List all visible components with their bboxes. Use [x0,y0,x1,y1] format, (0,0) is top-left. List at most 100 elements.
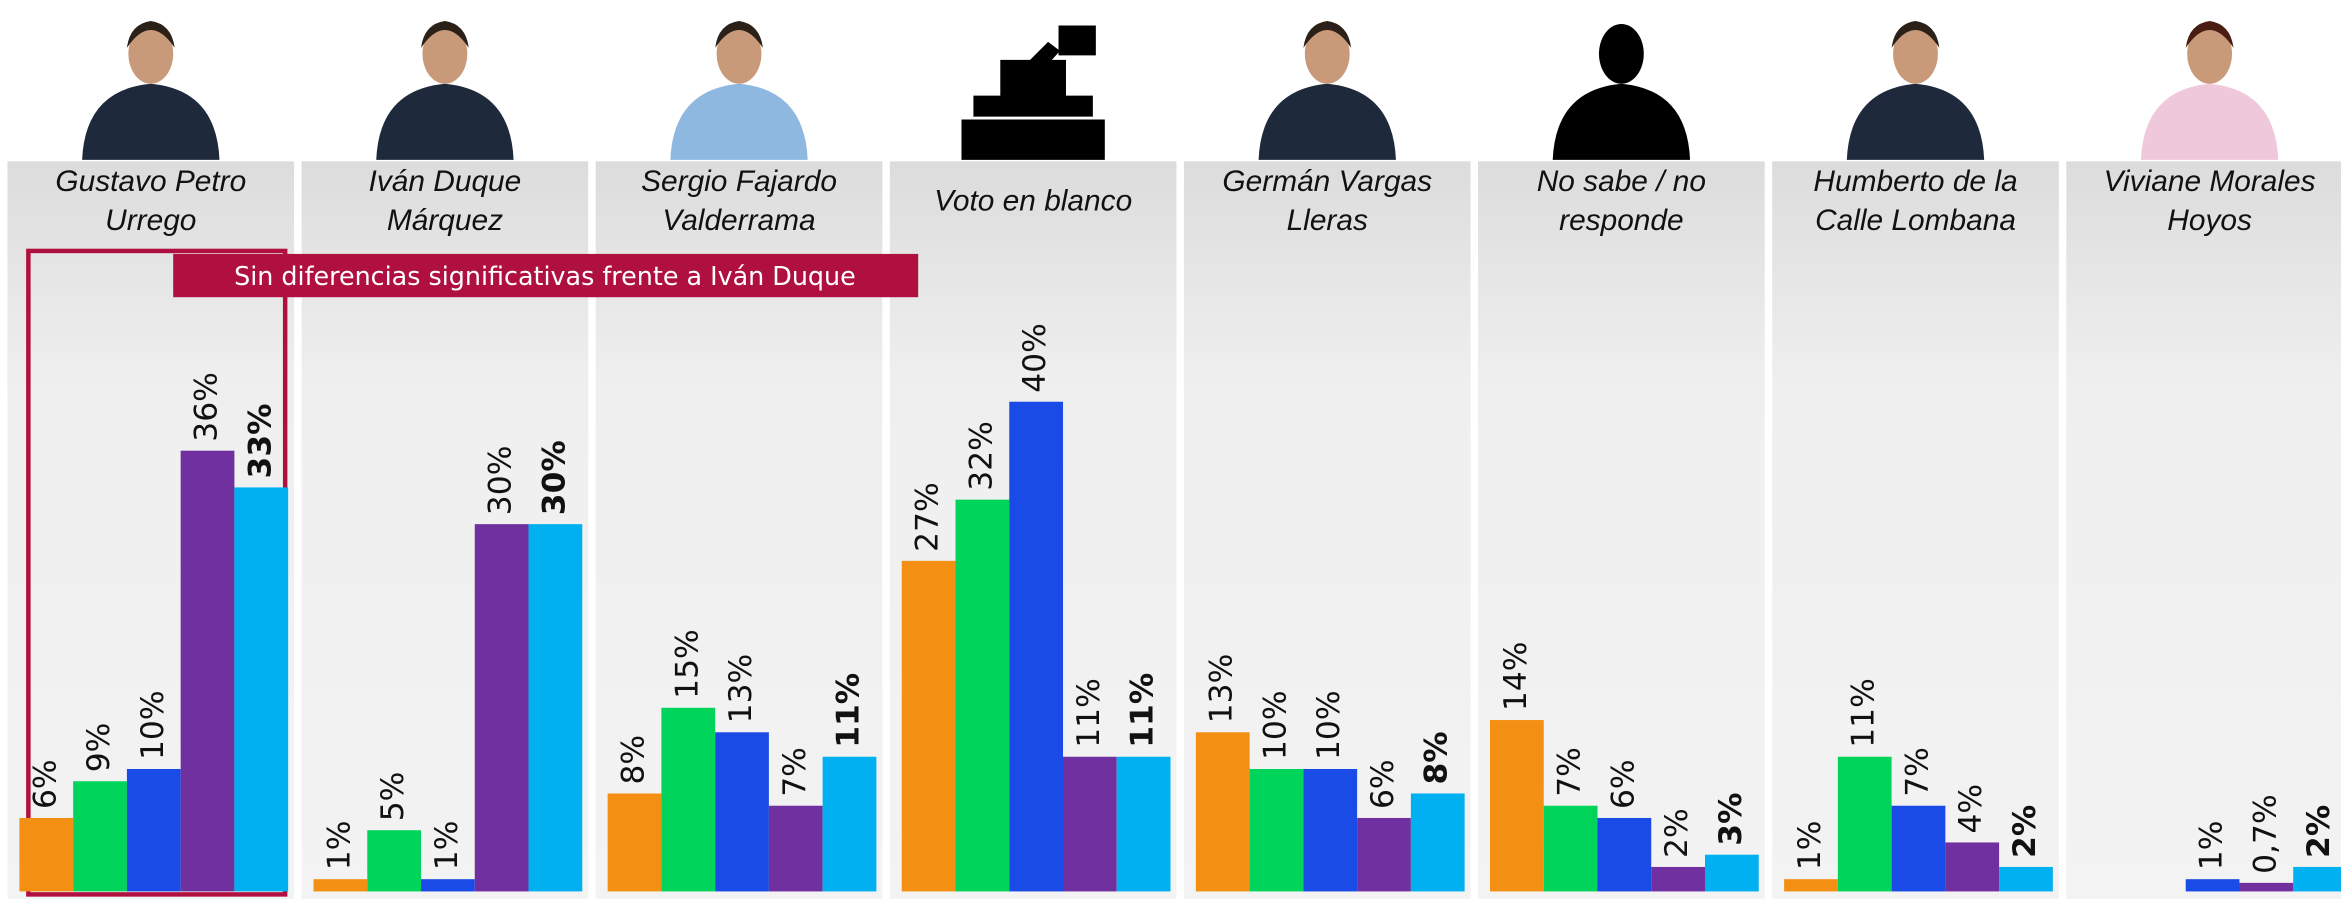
person-head [1598,23,1644,84]
value-label: 32% [963,421,999,491]
value-label: 1% [2194,820,2230,870]
bar [234,487,289,892]
value-label: 7% [777,747,813,797]
value-label: 1% [321,820,357,870]
bar [607,793,662,892]
category-label-box: Gustavo Petro Urrego [55,165,247,238]
category-label-box: No sabe / no responde [1536,165,1707,238]
person-head [128,23,174,84]
bar [715,732,769,892]
panel [2066,161,2341,899]
category-label: Sergio Fajardo Valderrama [641,165,837,238]
value-label: 30% [483,446,519,516]
person-body [82,83,220,160]
bar [901,560,956,892]
person-hair [126,21,175,48]
value-label: 9% [81,723,117,773]
bar [1410,793,1465,892]
value-label: 2% [2007,805,2043,858]
value-label: 0,7% [2247,794,2283,874]
value-label: 15% [669,629,705,699]
person-body [376,83,514,160]
person-body [670,83,808,160]
person-body [2140,83,2279,160]
value-label: 36% [189,372,225,442]
bar [474,524,529,892]
bar [313,879,368,892]
value-label: 33% [242,403,278,478]
value-label: 13% [1204,654,1240,724]
bar [1303,768,1358,892]
bar [1597,817,1652,892]
bar [367,830,422,892]
icons [82,21,2279,160]
value-label: 2% [1659,808,1695,858]
category-label: No sabe / no responde [1536,165,1707,238]
category-label-box: Iván Duque Márquez [368,165,522,238]
panel [1772,161,2059,899]
bar [2239,882,2294,892]
value-label: 1% [1792,820,1828,870]
bar [421,879,475,892]
bar [1489,720,1544,892]
value-label: 7% [1552,747,1588,797]
value-label: 14% [1498,641,1534,711]
bar [126,768,181,892]
bar [1063,756,1117,892]
value-label: 27% [910,482,946,552]
bar [73,781,127,892]
bar [528,524,583,892]
value-label: 3% [1713,793,1749,846]
value-label: 11% [1125,673,1161,748]
bar [1116,756,1171,892]
annotation: Sin diferencias significativas frente a … [234,261,856,291]
category-label: Humberto de la Calle Lombana [1813,165,2018,238]
person-body [1258,83,1396,160]
value-label: 10% [1311,690,1347,760]
value-label: 10% [135,690,171,760]
person-hair [1891,21,1940,48]
bar [1891,805,1946,892]
annotation-banner [173,253,919,298]
bar [2185,879,2240,892]
category-label-box: Humberto de la Calle Lombana [1813,165,2018,238]
category-label-box: Voto en blanco [934,185,1132,218]
bar [661,707,716,892]
person-hair [715,21,763,48]
category-label: Gustavo Petro Urrego [55,165,247,238]
value-label: 1% [429,820,465,870]
value-label: 11% [1071,678,1107,748]
bar [1945,842,2000,892]
person-hair [1303,21,1352,48]
bar [1249,768,1304,892]
ballot-icon [961,25,1105,160]
person-head [422,23,468,84]
bar [1651,866,1705,892]
value-label: 13% [723,654,759,724]
bar [768,805,823,892]
value-label: 6% [1605,759,1641,809]
bar [180,450,235,892]
value-label: 30% [536,440,572,515]
bar [822,756,877,892]
category-label-box: Sergio Fajardo Valderrama [641,165,837,238]
person-hair [421,21,469,48]
person-body [1846,83,1985,160]
category-label-box: Germán Vargas Lleras [1222,165,1433,238]
bar [955,499,1010,892]
value-label: 5% [375,772,411,822]
person-head [2187,23,2233,84]
value-label: 6% [1365,759,1401,809]
bar [2293,866,2341,892]
bar [1784,879,1838,892]
bar [1837,756,1892,892]
person-head [716,23,762,84]
value-label: 40% [1017,323,1053,393]
value-label: 10% [1258,690,1294,760]
category-label: Iván Duque Márquez [368,165,522,238]
bar [1999,866,2053,892]
category-label: Germán Vargas Lleras [1222,165,1433,238]
person-hair [2185,21,2234,48]
value-label: 8% [616,735,652,785]
